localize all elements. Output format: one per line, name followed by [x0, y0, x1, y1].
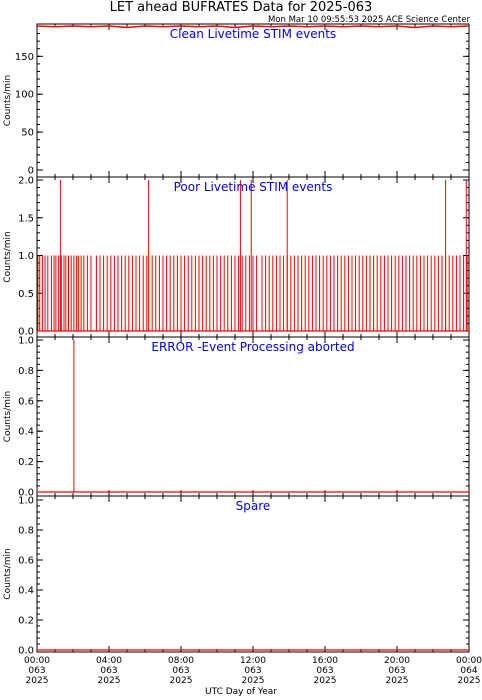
x-tick-time: 00:00 [456, 656, 482, 666]
y-axis-label: Counts/min [3, 391, 13, 442]
x-tick-time: 00:00 [24, 656, 50, 666]
panel-2: 0.0 0.5 1.0 1.5 2.0 Counts/min Poor Livetime S… [3, 176, 470, 338]
y-tick-label: 0 [28, 166, 34, 177]
panel-4: 0.0 0.2 0.4 0.6 0.8 1.0 Counts/min Spare [3, 495, 470, 657]
x-tick-doy: 063 [28, 666, 45, 676]
y-tick-label: 0.0 [18, 327, 34, 338]
panel-label: Poor Livetime STIM events [174, 180, 333, 194]
x-tick-time: 12:00 [240, 656, 266, 666]
y-tick-label: 150 [15, 52, 34, 63]
y-tick-label: 0.6 [18, 556, 34, 567]
panel-frame [36, 495, 470, 653]
y-tick-label: 0.4 [18, 586, 34, 597]
panel-1: 0 50 100 150 Counts/min Clean Livetime STIM e… [3, 23, 470, 178]
y-tick-label: 1.5 [18, 213, 34, 224]
x-tick-year: 2025 [314, 676, 337, 686]
y-axis-label: Counts/min [3, 231, 13, 282]
panel-frame [36, 336, 470, 497]
timestamp: Mon Mar 10 09:55:53 2025 ACE Science Cen… [268, 15, 471, 25]
y-tick-label: 0.5 [18, 289, 34, 300]
y-tick-label: 50 [21, 128, 34, 139]
y-tick-label: 1.0 [18, 336, 34, 347]
x-tick-year: 2025 [170, 676, 193, 686]
x-tick-doy: 063 [172, 666, 189, 676]
x-tick-time: 16:00 [312, 656, 338, 666]
x-tick-doy: 063 [100, 666, 117, 676]
y-tick-label: 1.0 [18, 496, 34, 507]
panel-label: ERROR -Event Processing aborted [151, 340, 354, 354]
x-axis-label: UTC Day of Year [205, 687, 277, 697]
x-tick-time: 04:00 [96, 656, 122, 666]
series-line [36, 25, 470, 29]
x-tick-doy: 063 [388, 666, 405, 676]
x-tick-doy: 063 [316, 666, 333, 676]
y-axis-label: Counts/min [3, 75, 13, 126]
y-tick-label: 0.4 [18, 427, 34, 438]
y-axis-label: Counts/min [3, 548, 13, 599]
y-tick-label: 1.0 [18, 251, 34, 262]
x-tick-time: 20:00 [384, 656, 410, 666]
panels: 0 50 100 150 Counts/min Clean Livetime STIM e… [3, 23, 470, 657]
y-tick-label: 100 [15, 90, 34, 101]
panel-label: Spare [236, 499, 271, 513]
x-tick-year: 2025 [242, 676, 265, 686]
y-tick-label: 0.6 [18, 396, 34, 407]
y-tick-label: 0.0 [18, 646, 34, 657]
x-tick-year: 2025 [458, 676, 481, 686]
x-tick-year: 2025 [98, 676, 121, 686]
x-tick-year: 2025 [386, 676, 409, 686]
panel-label: Clean Livetime STIM events [170, 27, 336, 41]
y-tick-label: 0.2 [18, 457, 34, 468]
chart-title: LET ahead BUFRATES Data for 2025-063 [110, 0, 373, 15]
panel-frame [36, 23, 470, 178]
y-tick-label: 0.0 [18, 488, 34, 499]
x-tick-doy: 063 [244, 666, 261, 676]
y-tick-label: 0.8 [18, 366, 34, 377]
y-tick-label: 0.8 [18, 526, 34, 537]
x-axis: 00:00063202504:00063202508:00063202512:0… [24, 656, 482, 686]
x-tick-time: 08:00 [168, 656, 194, 666]
x-tick-year: 2025 [26, 676, 49, 686]
panel-3: 0.0 0.2 0.4 0.6 0.8 1.0 Counts/min ERROR -Event… [3, 336, 470, 499]
y-tick-label: 0.2 [18, 616, 34, 627]
y-tick-label: 2.0 [18, 176, 34, 187]
x-tick-doy: 064 [460, 666, 477, 676]
